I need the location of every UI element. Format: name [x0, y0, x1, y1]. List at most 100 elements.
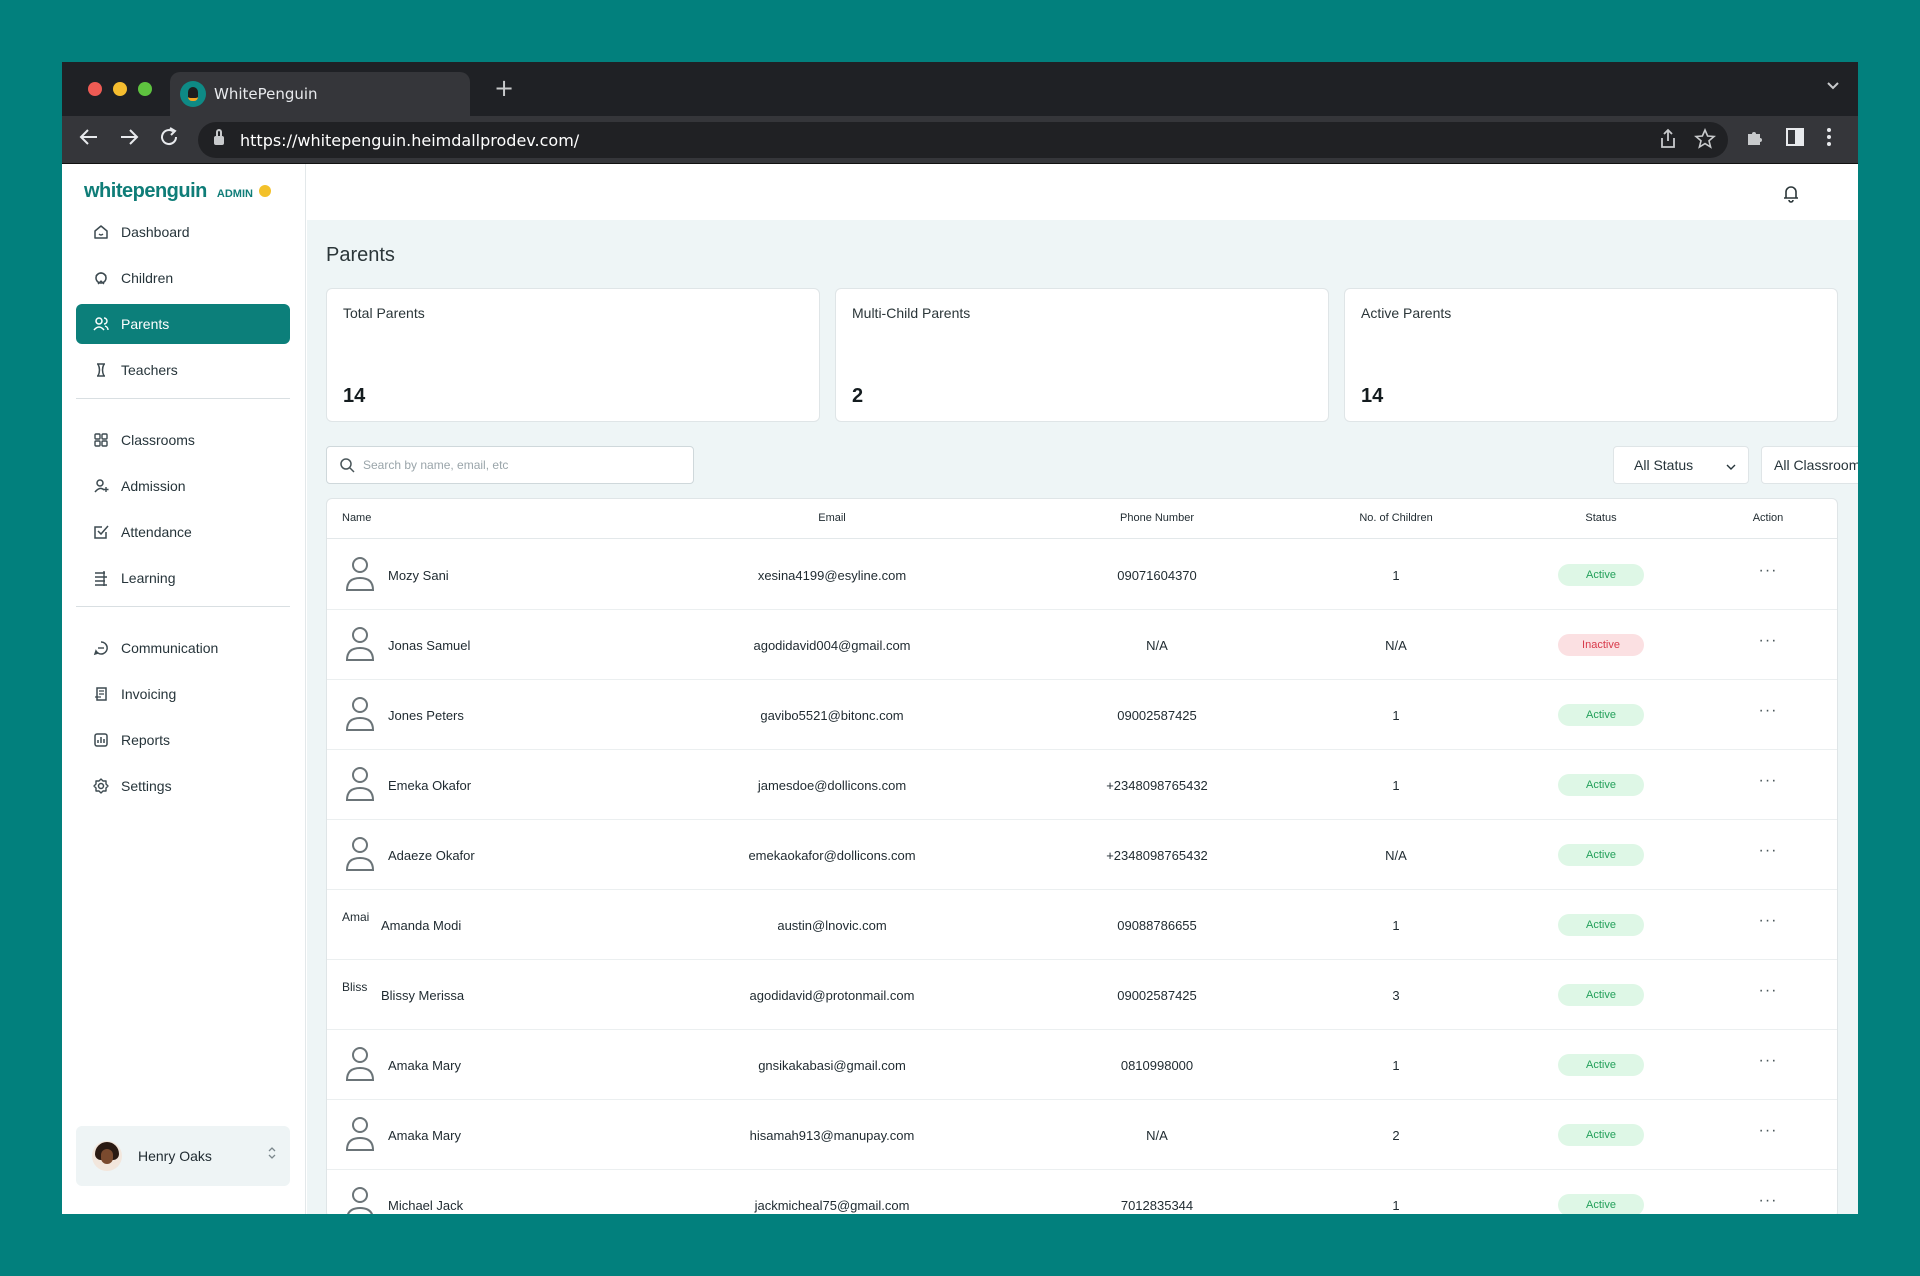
close-window-button[interactable] [88, 82, 102, 96]
stat-card-active-parents: Active Parents 14 [1344, 288, 1838, 422]
children-count: N/A [1385, 638, 1407, 653]
parent-name[interactable]: Emeka Okafor [388, 778, 472, 793]
row-actions-menu-button[interactable]: ··· [1758, 1192, 1778, 1209]
search-input[interactable] [363, 455, 683, 475]
status-badge: Active [1558, 704, 1644, 726]
table-row[interactable]: Bliss Blissy Merissa agodidavid@protonmail… [327, 960, 1837, 1030]
parent-name[interactable]: Amaka Mary [388, 1058, 461, 1073]
classroom-filter-dropdown[interactable]: All Classrooms [1761, 446, 1858, 484]
column-header-email[interactable]: Email [818, 512, 846, 524]
row-actions-menu-button[interactable]: ··· [1758, 772, 1778, 789]
address-bar[interactable]: https://whitepenguin.heimdallprodev.com/ [198, 122, 1728, 158]
sidebar-item-classrooms[interactable]: Classrooms [76, 420, 290, 460]
parent-name[interactable]: Jones Peters [388, 708, 464, 723]
sidebar-item-invoicing[interactable]: Invoicing [76, 674, 290, 714]
user-avatar-icon [345, 556, 375, 594]
tab-search-chevron-icon[interactable] [1826, 78, 1840, 94]
admin-label: ADMIN [216, 188, 253, 200]
brand-logo[interactable]: whitepenguin ADMIN [84, 180, 271, 203]
column-header-status[interactable]: Status [1585, 512, 1617, 524]
admin-badge-icon [258, 185, 271, 197]
children-count: 1 [1392, 568, 1400, 583]
bookmark-star-icon[interactable] [1694, 127, 1716, 155]
table-header: Name Email Phone Number No. of Children … [327, 499, 1837, 539]
sidebar-item-admission[interactable]: Admission [76, 466, 290, 506]
column-header-children[interactable]: No. of Children [1359, 512, 1433, 524]
browser-menu-kebab-icon[interactable] [1824, 126, 1834, 155]
avatar [92, 1141, 122, 1171]
reload-icon[interactable] [158, 126, 180, 155]
row-actions-menu-button[interactable]: ··· [1758, 702, 1778, 719]
row-actions-menu-button[interactable]: ··· [1758, 562, 1778, 579]
share-icon[interactable] [1658, 128, 1678, 155]
minimize-window-button[interactable] [113, 82, 127, 96]
table-row[interactable]: Amai Amanda Modi austin@lnovic.com 09088786… [327, 890, 1837, 960]
table-row[interactable]: Amaka Mary hisamah913@manupay.com N/A 2 Acti… [327, 1100, 1837, 1170]
search-box [326, 446, 694, 484]
browser-toolbar: https://whitepenguin.heimdallprodev.com/ [62, 116, 1858, 164]
status-badge: Active [1558, 984, 1644, 1006]
row-actions-menu-button[interactable]: ··· [1758, 982, 1778, 999]
chevron-up-down-icon [268, 1146, 276, 1162]
sidebar-item-label: Attendance [121, 524, 192, 540]
table-row[interactable]: Adaeze Okafor emekaokafor@dollicons.com +2… [327, 820, 1837, 890]
new-tab-button[interactable]: + [494, 74, 515, 102]
back-arrow-icon[interactable] [78, 126, 100, 155]
stat-label: Active Parents [1361, 305, 1452, 321]
parent-name[interactable]: Blissy Merissa [381, 988, 465, 1003]
chevron-down-icon [1726, 459, 1736, 470]
sidebar-item-children[interactable]: Children [76, 258, 290, 298]
status-filter-label: All Status [1634, 457, 1694, 473]
invoice-icon [91, 684, 111, 704]
parent-name[interactable]: Jonas Samuel [388, 638, 471, 653]
children-count: 1 [1392, 918, 1400, 933]
sidebar-item-teachers[interactable]: Teachers [76, 350, 290, 390]
maximize-window-button[interactable] [138, 82, 152, 96]
children-count: 3 [1392, 988, 1400, 1003]
url-text[interactable]: https://whitepenguin.heimdallprodev.com/ [240, 131, 580, 150]
sidebar-item-learning[interactable]: Learning [76, 558, 290, 598]
status-badge: Active [1558, 1124, 1644, 1146]
tab-strip: WhitePenguin + [62, 62, 1858, 116]
notification-bell-icon[interactable] [1776, 178, 1806, 208]
stat-card-total-parents: Total Parents 14 [326, 288, 820, 422]
row-actions-menu-button[interactable]: ··· [1758, 1122, 1778, 1139]
sidebar-item-label: Parents [121, 316, 170, 332]
side-panel-icon[interactable] [1784, 126, 1806, 155]
sidebar-item-settings[interactable]: Settings [76, 766, 290, 806]
table-row[interactable]: Michael Jack jackmicheal75@gmail.com 70128… [327, 1170, 1837, 1214]
table-row[interactable]: Amaka Mary gnsikakabasi@gmail.com 08109980… [327, 1030, 1837, 1100]
classroom-filter-label: All Classrooms [1774, 457, 1858, 473]
teacher-icon [91, 360, 111, 380]
row-actions-menu-button[interactable]: ··· [1758, 912, 1778, 929]
sidebar-item-reports[interactable]: Reports [76, 720, 290, 760]
user-switcher[interactable]: Henry Oaks [76, 1126, 290, 1186]
sidebar-item-attendance[interactable]: Attendance [76, 512, 290, 552]
parent-name[interactable]: Amanda Modi [381, 918, 462, 933]
row-actions-menu-button[interactable]: ··· [1758, 632, 1778, 649]
parent-name[interactable]: Mozy Sani [388, 568, 449, 583]
parent-name[interactable]: Adaeze Okafor [388, 848, 475, 863]
status-badge: Active [1558, 1054, 1644, 1076]
column-header-phone[interactable]: Phone Number [1120, 512, 1194, 524]
browser-tab[interactable]: WhitePenguin [170, 72, 470, 116]
parent-phone: +2348098765432 [1106, 848, 1208, 863]
sidebar-item-communication[interactable]: Communication [76, 628, 290, 668]
table-row[interactable]: Emeka Okafor jamesdoe@dollicons.com +23480… [327, 750, 1837, 820]
table-row[interactable]: Mozy Sani xesina4199@esyline.com 090716043… [327, 540, 1837, 610]
forward-arrow-icon[interactable] [118, 126, 140, 155]
table-row[interactable]: Jonas Samuel agodidavid004@gmail.com N/A N/… [327, 610, 1837, 680]
row-actions-menu-button[interactable]: ··· [1758, 1052, 1778, 1069]
search-icon [339, 457, 355, 473]
column-header-name[interactable]: Name [342, 512, 372, 524]
extensions-puzzle-icon[interactable] [1744, 126, 1766, 155]
parent-name[interactable]: Amaka Mary [388, 1128, 461, 1143]
sidebar-item-parents[interactable]: Parents [76, 304, 290, 344]
stat-value: 14 [1361, 385, 1384, 407]
status-filter-dropdown[interactable]: All Status [1613, 446, 1749, 484]
row-actions-menu-button[interactable]: ··· [1758, 842, 1778, 859]
parent-name[interactable]: Michael Jack [388, 1198, 464, 1213]
table-row[interactable]: Jones Peters gavibo5521@bitonc.com 0900258… [327, 680, 1837, 750]
parent-email: hisamah913@manupay.com [749, 1128, 915, 1143]
sidebar-item-dashboard[interactable]: Dashboard [76, 212, 290, 252]
